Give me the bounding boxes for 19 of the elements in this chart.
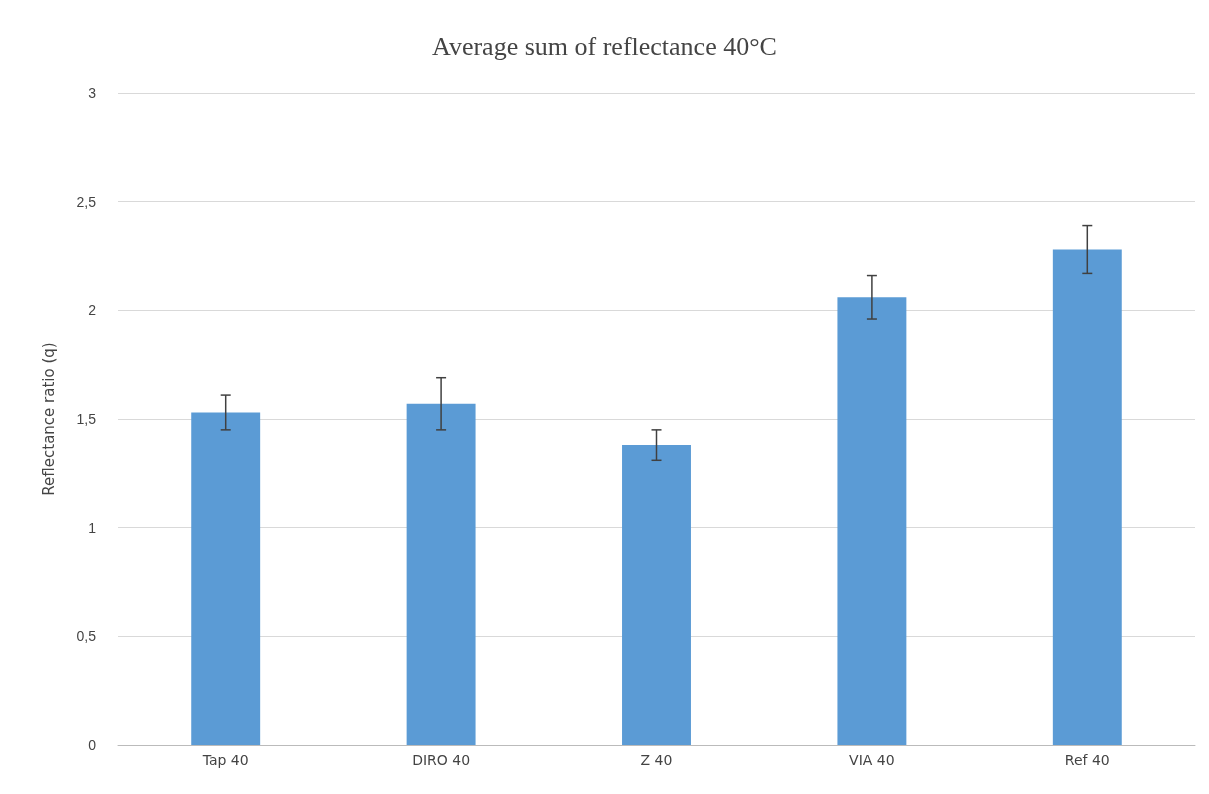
y-tick-label: 2 [88, 302, 97, 319]
y-tick-label: 1,5 [76, 411, 97, 427]
y-axis-title: Reflectance ratio (q) [39, 342, 58, 496]
x-tick-label: Z 40 [640, 752, 673, 768]
bar [837, 297, 907, 745]
bar [191, 412, 261, 745]
x-tick-label: VIA 40 [849, 752, 895, 768]
x-tick-label: DIRO 40 [412, 752, 471, 768]
y-tick-label: 0,5 [76, 628, 97, 645]
bar [406, 403, 476, 745]
bar [1052, 249, 1122, 745]
bar [622, 445, 691, 745]
y-tick-label: 3 [88, 85, 97, 101]
y-tick-label: 0 [88, 737, 97, 753]
y-tick-label: 2,5 [76, 193, 97, 210]
chart-title: Average sum of reflectance 40°C [432, 31, 777, 61]
x-tick-label: Tap 40 [201, 752, 249, 768]
y-tick-label: 1 [88, 519, 97, 536]
x-tick-label: Ref 40 [1064, 752, 1110, 768]
